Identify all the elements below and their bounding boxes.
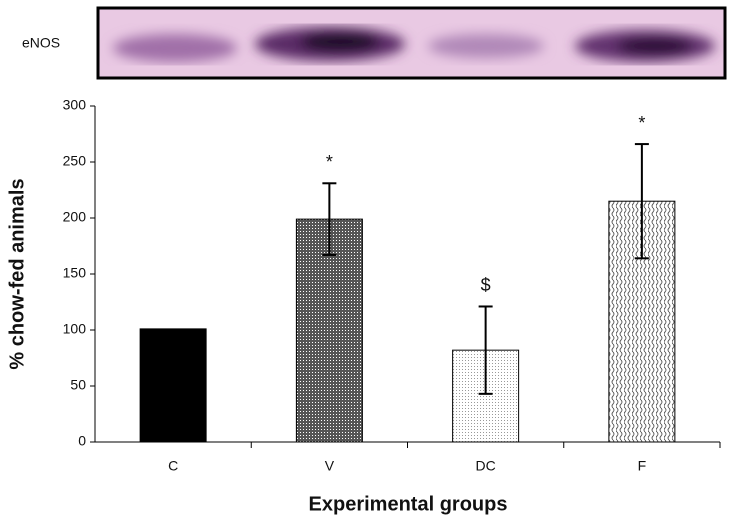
y-tick-label: 50 — [70, 377, 86, 393]
y-tick-label: 250 — [63, 153, 87, 169]
y-tick-label: 0 — [78, 433, 86, 449]
y-tick-label: 300 — [63, 97, 87, 113]
bar — [139, 328, 207, 443]
annotation: $ — [481, 275, 491, 295]
blot — [96, 6, 727, 80]
annotation: * — [326, 152, 333, 172]
y-tick-label: 200 — [63, 209, 87, 225]
y-tick-label: 150 — [63, 265, 87, 281]
x-axis-title: Experimental groups — [309, 493, 508, 515]
x-tick-label: F — [638, 458, 647, 474]
x-tick-label: V — [325, 458, 335, 474]
annotation: * — [638, 113, 645, 133]
x-tick-label: C — [168, 458, 178, 474]
y-tick-label: 100 — [63, 321, 87, 337]
x-tick-label: DC — [476, 458, 496, 474]
blot-label: eNOS — [22, 35, 60, 51]
y-axis-title: % chow-fed animals — [6, 178, 28, 369]
